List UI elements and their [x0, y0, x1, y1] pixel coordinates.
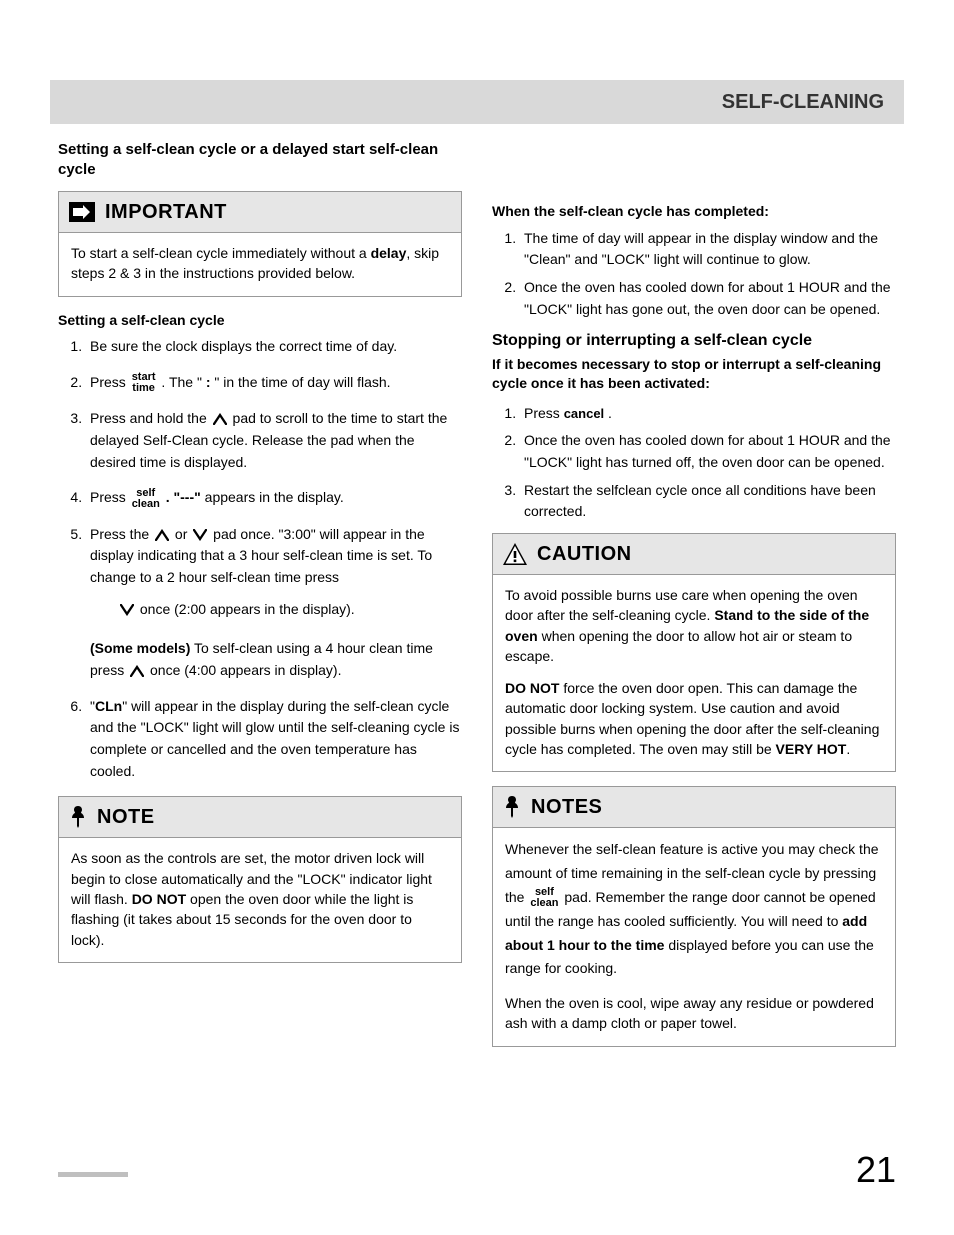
list-item: Once the oven has cooled down for about …	[520, 277, 896, 320]
sub-step: (Some models) To self-clean using a 4 ho…	[90, 638, 462, 681]
text-bold: DO NOT	[132, 891, 186, 907]
callout-header: NOTES	[493, 787, 895, 828]
caution-body: To avoid possible burns use care when op…	[493, 575, 895, 771]
text: To start a self-clean cycle immediately …	[71, 245, 371, 261]
step-item: Be sure the clock displays the correct t…	[86, 336, 462, 358]
text: .	[846, 741, 850, 757]
notes-body: Whenever the self-clean feature is activ…	[493, 828, 895, 1045]
setting-heading: Setting a self-clean cycle	[58, 311, 462, 331]
notes-title: NOTES	[531, 793, 602, 821]
note-body: As soon as the controls are set, the mot…	[59, 838, 461, 961]
text: Once the oven has cooled down for about …	[524, 432, 891, 470]
important-callout: IMPORTANT To start a self-clean cycle im…	[58, 191, 462, 297]
step-item: "CLn" will appear in the display during …	[86, 696, 462, 783]
text-bold: (Some models)	[90, 640, 190, 656]
pushpin-icon	[503, 796, 521, 818]
text: The time of day will appear in the displ…	[524, 230, 878, 268]
text: time	[132, 383, 155, 394]
self-clean-pad-icon: selfclean	[530, 887, 558, 909]
step-item: Press selfclean . "---" appears in the d…	[86, 487, 462, 509]
note-callout: NOTE As soon as the controls are set, th…	[58, 796, 462, 962]
page-number: 21	[856, 1145, 896, 1195]
header-bar: SELF-CLEANING	[50, 80, 904, 124]
up-arrow-icon	[213, 413, 227, 425]
note-title: NOTE	[97, 803, 155, 831]
paragraph: DO NOT force the oven door open. This ca…	[505, 678, 883, 759]
up-arrow-icon	[155, 529, 169, 541]
down-arrow-icon	[120, 604, 134, 616]
text: appears in the display.	[201, 489, 344, 505]
left-column: Setting a self-clean cycle or a delayed …	[58, 140, 462, 1061]
text: Once the oven has cooled down for about …	[524, 279, 891, 317]
list-item: The time of day will appear in the displ…	[520, 228, 896, 271]
step-item: Press the or pad once. "3:00" will appea…	[86, 524, 462, 682]
text: clean	[132, 499, 160, 510]
text-bold: "---"	[174, 489, 201, 505]
text: Restart the selfclean cycle once all con…	[524, 482, 876, 520]
paragraph: To avoid possible burns use care when op…	[505, 585, 883, 666]
page-title: SELF-CLEANING	[722, 88, 884, 116]
text: Press	[90, 374, 130, 390]
paragraph: Whenever the self-clean feature is activ…	[505, 838, 883, 981]
list-item: Restart the selfclean cycle once all con…	[520, 480, 896, 523]
text: Press and hold the	[90, 410, 211, 426]
down-arrow-icon	[193, 529, 207, 541]
text: .	[604, 405, 612, 421]
important-body: To start a self-clean cycle immediately …	[59, 233, 461, 296]
text: pad. Remember the range door cannot be o…	[505, 889, 876, 929]
stop-steps-list: Press cancel . Once the oven has cooled …	[492, 403, 896, 523]
start-time-pad-icon: starttime	[132, 372, 156, 394]
steps-list: Be sure the clock displays the correct t…	[58, 336, 462, 782]
section-heading: Setting a self-clean cycle or a delayed …	[58, 140, 462, 179]
text: clean	[530, 898, 558, 909]
text: once (2:00 appears in the display).	[140, 601, 355, 617]
text: when opening the door to allow hot air o…	[505, 628, 852, 664]
text: When the oven is cool, wipe away any res…	[505, 995, 874, 1031]
text-bold: VERY HOT	[776, 741, 847, 757]
stop-heading: Stopping or interrupting a self-clean cy…	[492, 330, 896, 352]
caution-callout: CAUTION To avoid possible burns use care…	[492, 533, 896, 772]
callout-header: IMPORTANT	[59, 192, 461, 233]
arrow-right-icon	[69, 202, 95, 222]
notes-callout: NOTES Whenever the self-clean feature is…	[492, 786, 896, 1046]
completed-heading: When the self-clean cycle has completed:	[492, 202, 896, 222]
text: .	[166, 489, 174, 505]
text: Press	[90, 489, 130, 505]
paragraph: When the oven is cool, wipe away any res…	[505, 993, 883, 1034]
text: or	[175, 526, 191, 542]
up-arrow-icon	[130, 665, 144, 677]
content-area: Setting a self-clean cycle or a delayed …	[58, 140, 896, 1061]
footer-rule	[58, 1172, 128, 1177]
warning-triangle-icon	[503, 543, 527, 565]
text: self	[136, 488, 155, 499]
text-bold: DO NOT	[505, 680, 559, 696]
caution-title: CAUTION	[537, 540, 632, 568]
text: " will appear in the display during the …	[90, 698, 459, 779]
text-bold: CLn	[95, 698, 122, 714]
step-item: Press starttime . The " : " in the time …	[86, 372, 462, 394]
text: Press the	[90, 526, 153, 542]
callout-header: CAUTION	[493, 534, 895, 575]
right-column: When the self-clean cycle has completed:…	[492, 140, 896, 1061]
text: Be sure the clock displays the correct t…	[90, 338, 397, 354]
text: Press	[524, 405, 564, 421]
text: once (4:00 appears in display).	[150, 662, 341, 678]
self-clean-pad-icon: selfclean	[132, 488, 160, 510]
text-bold: :	[202, 374, 214, 390]
text: " in the time of day will flash.	[214, 374, 390, 390]
important-title: IMPORTANT	[105, 198, 227, 226]
step-item: Press and hold the pad to scroll to the …	[86, 408, 462, 473]
callout-header: NOTE	[59, 797, 461, 838]
pushpin-icon	[69, 806, 87, 828]
sub-step: once (2:00 appears in the display).	[118, 599, 462, 621]
list-item: Press cancel .	[520, 403, 896, 425]
stop-subheading: If it becomes necessary to stop or inter…	[492, 355, 896, 393]
text-bold: delay	[371, 245, 407, 261]
list-item: Once the oven has cooled down for about …	[520, 430, 896, 473]
text: . The "	[161, 374, 202, 390]
completed-list: The time of day will appear in the displ…	[492, 228, 896, 321]
cancel-pad-icon: cancel	[564, 406, 604, 421]
